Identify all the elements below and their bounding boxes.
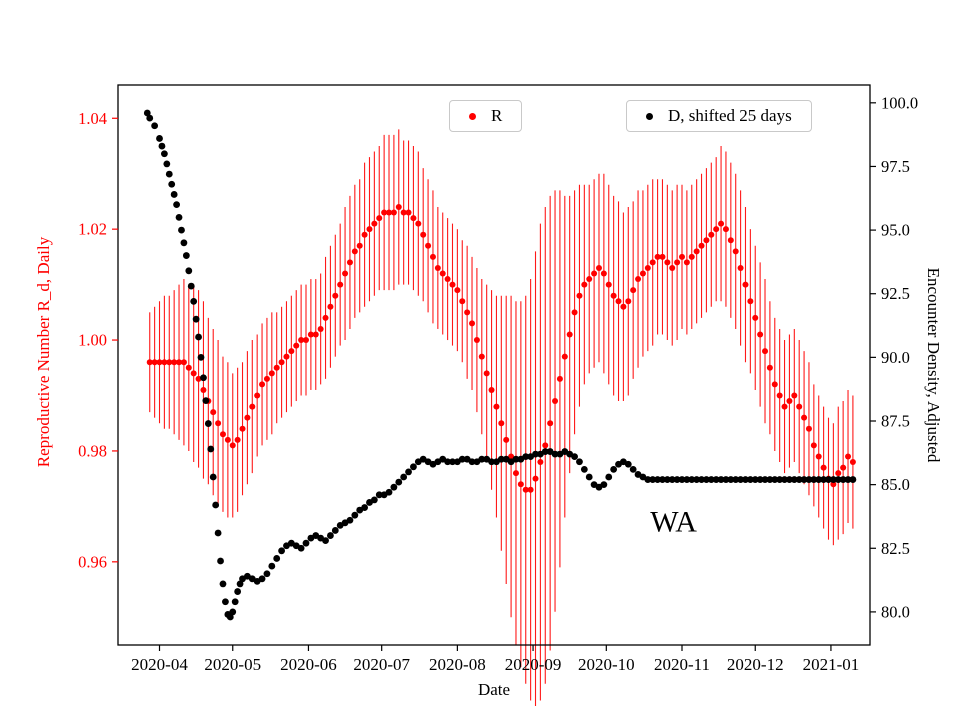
x-tick-label: 2020-05 xyxy=(204,655,261,674)
right-tick-label: 90.0 xyxy=(881,348,910,367)
left-tick-label: 0.98 xyxy=(78,441,107,460)
series-R-errorbars xyxy=(149,129,854,706)
annotation-WA: WA xyxy=(650,505,697,538)
left-tick-label: 0.96 xyxy=(78,552,107,571)
legend-marker-D-icon xyxy=(646,112,653,120)
x-tick-labels: 2020-04 2020-05 2020-06 2020-07 2020-08 2020-… xyxy=(131,645,859,674)
left-axis-label: Reproductive Number R_d, Daily xyxy=(34,236,53,468)
right-tick-label: 82.5 xyxy=(881,539,910,558)
x-tick-label: 2020-10 xyxy=(578,655,635,674)
right-tick-label: 92.5 xyxy=(881,284,910,303)
x-axis-label: Date xyxy=(477,680,511,699)
legend-R: R xyxy=(449,100,523,132)
left-tick-label: 1.02 xyxy=(78,220,107,239)
legend-label-R: R xyxy=(491,106,503,125)
right-axis-label: Encounter Density, Adjusted xyxy=(924,267,943,463)
series-D-points xyxy=(143,109,857,621)
right-tick-label: 80.0 xyxy=(881,602,910,621)
x-tick-label: 2020-11 xyxy=(654,655,710,674)
right-tick-labels: 80.0 82.5 85.0 87.5 90.0 92.5 95.0 97.5 100.0 xyxy=(870,93,918,621)
x-tick-label: 2020-09 xyxy=(505,655,562,674)
x-tick-label: 2020-12 xyxy=(727,655,784,674)
left-tick-labels: 0.96 0.98 1.00 1.02 1.04 xyxy=(78,109,118,571)
legend-label-D: D, shifted 25 days xyxy=(668,106,792,125)
legend-D: D, shifted 25 days xyxy=(626,100,812,132)
right-tick-label: 87.5 xyxy=(881,412,910,431)
x-tick-label: 2020-06 xyxy=(280,655,337,674)
x-tick-label: 2020-08 xyxy=(429,655,486,674)
plot-border xyxy=(117,84,871,646)
right-tick-label: 97.5 xyxy=(881,157,910,176)
right-tick-label: 85.0 xyxy=(881,475,910,494)
legend-marker-R-icon xyxy=(469,112,476,120)
left-tick-label: 1.00 xyxy=(78,331,107,350)
series-R-points xyxy=(146,203,856,493)
x-tick-label: 2021-01 xyxy=(803,655,860,674)
right-tick-label: 100.0 xyxy=(881,93,918,112)
x-tick-label: 2020-04 xyxy=(131,655,188,674)
left-tick-label: 1.04 xyxy=(78,109,107,128)
x-tick-label: 2020-07 xyxy=(353,655,410,674)
right-tick-label: 95.0 xyxy=(881,221,910,240)
